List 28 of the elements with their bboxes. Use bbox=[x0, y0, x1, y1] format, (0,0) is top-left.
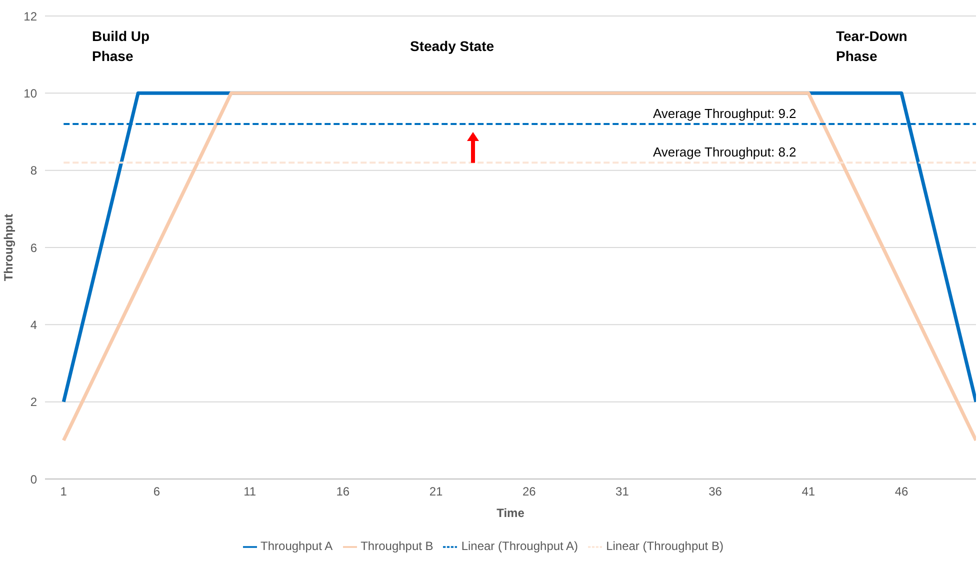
y-tick-label: 12 bbox=[24, 9, 38, 24]
y-tick-label: 10 bbox=[24, 86, 38, 100]
x-tick-label: 11 bbox=[244, 484, 256, 499]
annotation: Average Throughput: 9.2 bbox=[652, 106, 796, 122]
x-tick-label: 26 bbox=[522, 484, 536, 499]
legend-label: Linear (Throughput A) bbox=[461, 539, 578, 553]
x-tick-label: 46 bbox=[894, 484, 909, 499]
x-tick-label: 41 bbox=[802, 484, 816, 499]
annotation: Average Throughput: 8.2 bbox=[652, 144, 796, 160]
annotation: Build Up Phase bbox=[92, 27, 151, 66]
y-tick-label: 4 bbox=[30, 318, 38, 332]
annotation: Tear-Down Phase bbox=[836, 27, 908, 66]
x-tick-label: 36 bbox=[708, 484, 722, 499]
legend-label: Throughput A bbox=[260, 539, 333, 553]
annotation: Steady State bbox=[410, 37, 494, 56]
y-tick-label: 2 bbox=[30, 395, 38, 410]
x-tick-label: 1 bbox=[60, 484, 68, 499]
x-axis-title: Time bbox=[496, 506, 525, 520]
legend-label: Throughput B bbox=[360, 539, 434, 553]
x-tick-label: 31 bbox=[616, 484, 630, 499]
y-tick-label: 6 bbox=[30, 240, 38, 255]
x-tick-label: 16 bbox=[336, 484, 350, 499]
y-tick-label: 0 bbox=[30, 472, 38, 486]
y-axis-title: Throughput bbox=[1, 214, 16, 282]
y-tick-label: 8 bbox=[30, 164, 38, 178]
legend-label: Linear (Throughput B) bbox=[606, 539, 724, 553]
x-tick-label: 6 bbox=[153, 484, 160, 499]
x-tick-label: 21 bbox=[429, 484, 444, 499]
